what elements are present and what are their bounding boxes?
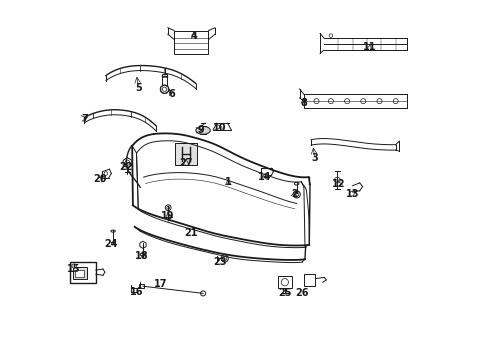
Text: 5: 5 [135,83,142,93]
Ellipse shape [196,126,210,134]
Circle shape [292,191,300,198]
Text: 1: 1 [224,177,231,187]
Text: 20: 20 [94,174,107,184]
Bar [70,262,96,283]
Text: 12: 12 [331,179,345,189]
Text: 8: 8 [300,98,307,108]
Bar [175,143,197,165]
Text: 3: 3 [311,153,317,163]
Text: 19: 19 [161,211,175,221]
Circle shape [165,205,171,211]
Text: 13: 13 [345,189,359,199]
Polygon shape [161,85,168,94]
Text: 4: 4 [190,31,197,41]
Text: 23: 23 [213,257,226,267]
Bar [303,274,315,286]
Bar [162,74,167,85]
Bar [73,267,87,279]
Text: 26: 26 [295,288,308,298]
Polygon shape [140,241,146,248]
Text: 16: 16 [129,287,143,297]
Text: 24: 24 [104,239,118,249]
Circle shape [200,291,205,296]
Text: 17: 17 [154,279,167,289]
Text: 27: 27 [179,158,193,168]
Text: 6: 6 [168,89,175,99]
Text: 2: 2 [291,189,298,199]
Ellipse shape [111,230,115,232]
Ellipse shape [294,182,298,185]
Text: 14: 14 [257,172,270,182]
Circle shape [72,264,76,268]
Circle shape [221,255,228,262]
Text: 9: 9 [197,125,203,135]
Text: 10: 10 [213,123,226,133]
Bar [139,284,143,288]
Ellipse shape [140,253,145,256]
Polygon shape [123,158,132,168]
Circle shape [160,85,168,94]
Text: 25: 25 [278,288,291,298]
Text: 15: 15 [67,264,80,274]
Bar [75,270,84,277]
Text: 11: 11 [362,42,376,52]
Text: 7: 7 [81,114,87,124]
Bar [174,31,208,54]
Text: 22: 22 [119,162,132,172]
Text: 18: 18 [135,251,148,261]
Text: 21: 21 [184,228,198,238]
Bar [277,276,291,288]
